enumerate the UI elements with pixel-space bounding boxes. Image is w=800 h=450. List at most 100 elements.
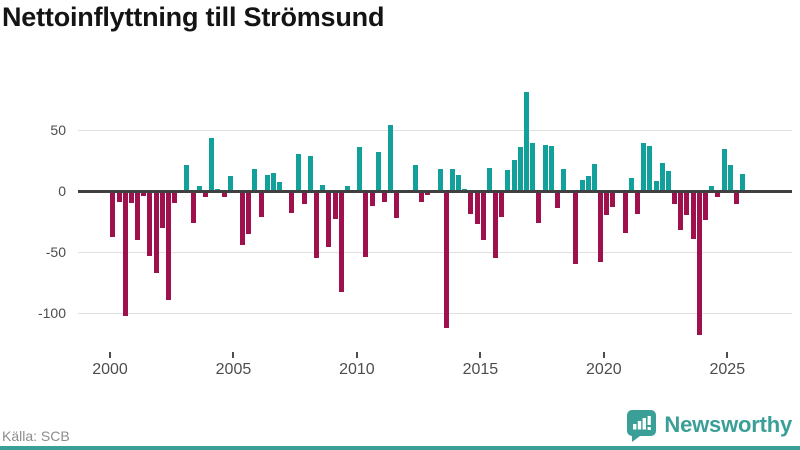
bar-2011-Q2 bbox=[388, 125, 394, 191]
bar-2016-Q1 bbox=[505, 170, 511, 191]
bar-2018-Q4 bbox=[573, 191, 579, 265]
bar-2010-Q4 bbox=[375, 151, 381, 191]
bar-2002-Q1 bbox=[159, 191, 165, 228]
bar-2019-Q4 bbox=[598, 191, 604, 262]
bar-2023-Q3 bbox=[690, 191, 696, 239]
bar-2005-Q4 bbox=[252, 169, 258, 191]
bar-2001-Q1 bbox=[135, 191, 141, 240]
bar-2015-Q1 bbox=[480, 191, 486, 240]
y-tick-label: 50 bbox=[50, 121, 66, 138]
bar-2010-Q2 bbox=[363, 191, 369, 257]
bar-2019-Q1 bbox=[579, 180, 585, 191]
bar-2013-Q4 bbox=[449, 169, 455, 191]
bar-2016-Q3 bbox=[517, 147, 523, 191]
bottom-accent-bar bbox=[0, 446, 800, 450]
bar-2002-Q3 bbox=[172, 191, 178, 204]
bar-2006-Q4 bbox=[277, 182, 283, 191]
bar-2005-Q3 bbox=[246, 191, 252, 234]
bar-2023-Q1 bbox=[678, 191, 684, 231]
bar-2007-Q2 bbox=[289, 191, 295, 213]
bar-2014-Q1 bbox=[456, 175, 462, 191]
x-tick-mark bbox=[109, 352, 111, 358]
bar-2020-Q4 bbox=[622, 191, 628, 233]
bar-2011-Q3 bbox=[394, 191, 400, 218]
x-tick-mark bbox=[726, 352, 729, 358]
bar-2024-Q1 bbox=[703, 191, 708, 221]
bar-2013-Q3 bbox=[443, 191, 449, 328]
bar-2008-Q1 bbox=[307, 155, 313, 191]
bar-2004-Q3 bbox=[221, 191, 227, 198]
bar-2012-Q4 bbox=[425, 191, 431, 195]
bar-2022-Q3 bbox=[665, 171, 671, 191]
bar-2007-Q3 bbox=[295, 154, 301, 191]
bar-2015-Q3 bbox=[493, 191, 499, 259]
bar-2002-Q2 bbox=[165, 191, 171, 300]
bar-2006-Q2 bbox=[264, 175, 270, 191]
bar-2004-Q1 bbox=[209, 138, 215, 191]
bar-2001-Q4 bbox=[153, 191, 159, 273]
y-tick-label: -50 bbox=[45, 244, 66, 261]
x-tick-mark bbox=[479, 352, 482, 358]
x-tick-label: 2000 bbox=[92, 361, 128, 378]
bar-2024-Q3 bbox=[715, 191, 721, 198]
x-tick-mark bbox=[602, 352, 605, 358]
bar-2003-Q4 bbox=[202, 191, 208, 198]
y-tick-label: -100 bbox=[37, 305, 66, 322]
bar-2022-Q1 bbox=[653, 181, 659, 191]
bar-2017-Q4 bbox=[548, 145, 554, 191]
newsworthy-logo-icon bbox=[627, 409, 657, 442]
newsworthy-logo-text: Newsworthy bbox=[664, 412, 792, 437]
source-label: Källa: SCB bbox=[2, 428, 70, 444]
bar-2014-Q4 bbox=[474, 191, 480, 224]
bar-2000-Q3 bbox=[122, 191, 128, 316]
bar-2025-Q1 bbox=[727, 165, 733, 191]
chart-title: Nettoinflyttning till Strömsund bbox=[2, 2, 385, 32]
x-tick-mark bbox=[232, 352, 235, 358]
bar-2017-Q2 bbox=[536, 191, 542, 223]
bar-2024-Q2 bbox=[709, 186, 715, 191]
bar-2021-Q2 bbox=[635, 191, 641, 215]
bar-2017-Q1 bbox=[530, 143, 536, 191]
bar-2009-Q1 bbox=[332, 191, 338, 220]
bar-2024-Q4 bbox=[721, 149, 727, 191]
bar-2016-Q4 bbox=[523, 92, 529, 191]
x-tick-label: 2010 bbox=[339, 361, 375, 378]
bar-2003-Q2 bbox=[190, 191, 196, 223]
bar-2005-Q2 bbox=[240, 191, 246, 245]
bar-2025-Q2 bbox=[733, 191, 739, 205]
bar-2015-Q4 bbox=[499, 191, 505, 217]
bar-2004-Q4 bbox=[227, 176, 233, 191]
gridline bbox=[78, 130, 792, 131]
bar-2025-Q3 bbox=[740, 173, 746, 191]
bar-2021-Q3 bbox=[641, 143, 647, 191]
bar-2003-Q3 bbox=[196, 186, 202, 191]
bar-2016-Q2 bbox=[511, 160, 517, 191]
bar-2017-Q3 bbox=[542, 144, 548, 191]
bar-2003-Q1 bbox=[184, 165, 190, 191]
bar-2022-Q2 bbox=[659, 162, 665, 191]
bar-2001-Q3 bbox=[147, 191, 153, 256]
bar-2000-Q2 bbox=[116, 191, 122, 202]
bar-2012-Q3 bbox=[419, 191, 425, 202]
y-tick-label: 0 bbox=[58, 183, 66, 199]
bar-2021-Q4 bbox=[647, 145, 653, 191]
bar-2008-Q2 bbox=[314, 191, 320, 259]
x-tick-label: 2005 bbox=[215, 361, 252, 378]
bar-2009-Q2 bbox=[338, 191, 344, 293]
x-tick-label: 2020 bbox=[586, 361, 622, 378]
bar-2018-Q1 bbox=[554, 191, 560, 209]
bar-2020-Q1 bbox=[604, 191, 610, 216]
bar-2010-Q3 bbox=[369, 191, 375, 206]
gridline bbox=[78, 252, 792, 253]
bar-2023-Q4 bbox=[696, 191, 702, 336]
x-tick-mark bbox=[355, 352, 358, 358]
bar-2010-Q1 bbox=[357, 147, 363, 191]
newsworthy-logo: Newsworthy bbox=[626, 408, 792, 442]
bar-2023-Q2 bbox=[684, 191, 690, 216]
x-tick-label: 2025 bbox=[709, 361, 746, 378]
bar-2007-Q4 bbox=[301, 191, 307, 205]
bar-2008-Q3 bbox=[320, 184, 326, 191]
bar-2012-Q2 bbox=[412, 165, 418, 191]
